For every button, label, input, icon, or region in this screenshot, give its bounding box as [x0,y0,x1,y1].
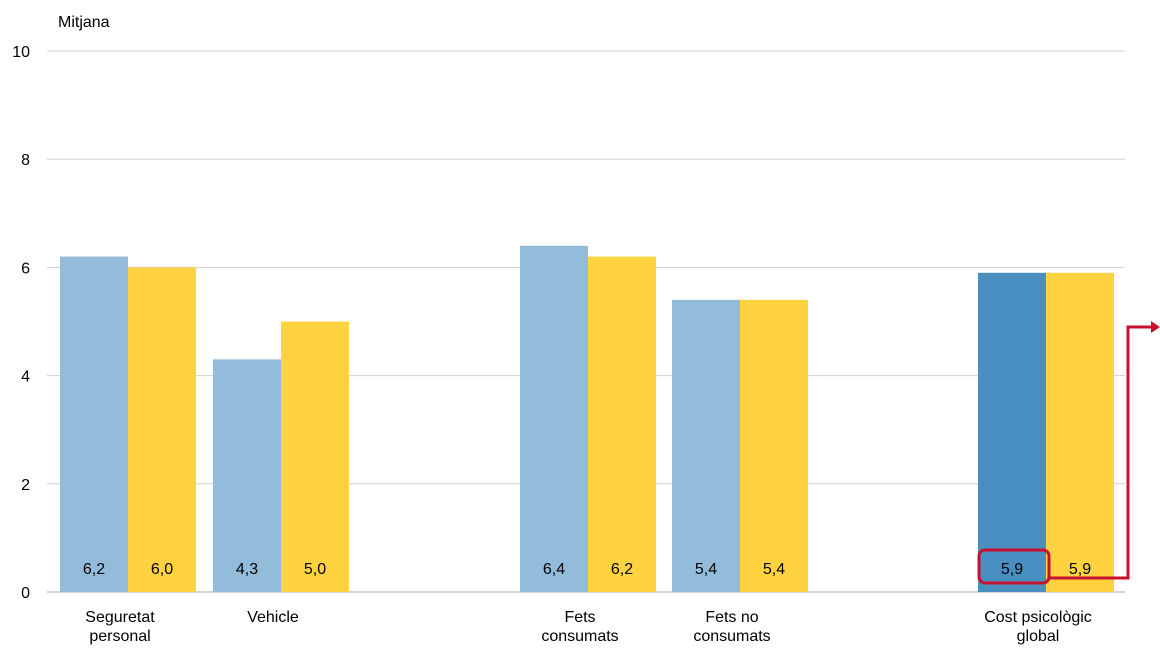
category-label-4-0: Cost psicològic [984,609,1092,626]
bar-2-1 [588,256,656,592]
bar-2-0 [520,245,588,592]
data-label-1-0: 4,3 [236,561,258,578]
category-labels: Seguretat personal Vehicle Fets consumats Fet… [85,609,1092,645]
highlight-arrowhead [1151,321,1160,333]
category-label-2-1: consumats [541,628,618,645]
data-label-2-1: 6,2 [611,561,633,578]
bar-1-1 [281,321,349,592]
data-labels: 6,2 6,0 4,3 5,0 6,4 6,2 5,4 5,4 5,9 5,9 [83,561,1091,578]
bar-0-0 [60,256,128,592]
highlight-connector [1049,325,1152,580]
bar-4-0 [978,272,1046,592]
y-axis-label: Mitjana [58,14,110,31]
data-label-2-0: 6,4 [543,561,565,578]
data-label-0-0: 6,2 [83,561,105,578]
y-tick-label-5: 10 [12,44,30,61]
y-tick-label-1: 2 [21,477,30,494]
category-label-3-1: consumats [693,628,770,645]
bar-3-0 [672,299,740,592]
y-tick-label-4: 8 [21,152,30,169]
category-label-2-0: Fets [564,609,595,626]
data-label-4-0: 5,9 [1001,561,1023,578]
y-tick-labels: 0 2 4 6 8 10 [12,44,30,602]
bars [60,245,1114,592]
category-label-1-0: Vehicle [247,609,299,626]
bar-3-1 [740,299,808,592]
data-label-4-1: 5,9 [1069,561,1091,578]
y-tick-label-0: 0 [21,585,30,602]
category-label-3-0: Fets no [705,609,758,626]
data-label-3-1: 5,4 [763,561,785,578]
data-label-0-1: 6,0 [151,561,173,578]
category-label-4-1: global [1017,628,1060,645]
highlight-box [977,548,1051,585]
bar-0-1 [128,267,196,592]
y-tick-label-2: 4 [21,369,30,386]
y-tick-label-3: 6 [21,260,30,277]
highlight-annotation [977,321,1160,585]
bar-1-0 [213,359,281,592]
category-label-0-0: Seguretat [85,609,155,626]
bar-4-1 [1046,272,1114,592]
data-label-3-0: 5,4 [695,561,717,578]
data-label-1-1: 5,0 [304,561,326,578]
category-label-0-1: personal [89,628,150,645]
